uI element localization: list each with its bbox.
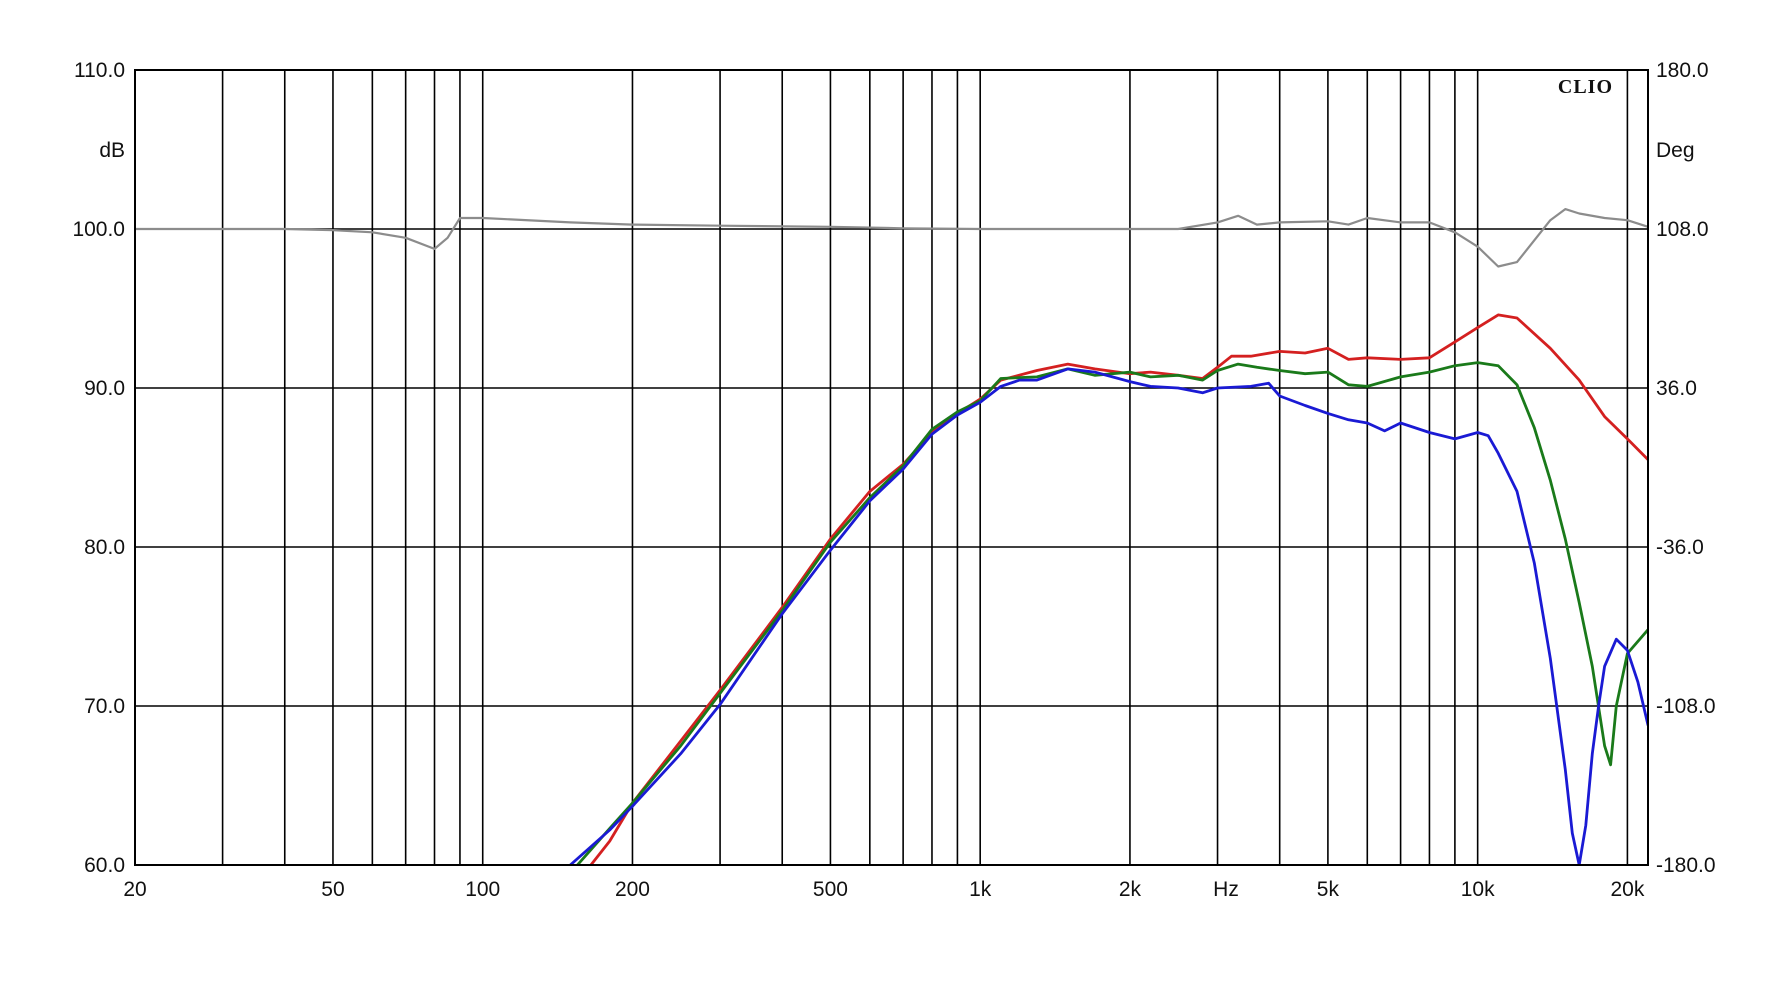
series-lines [135, 208, 1648, 865]
x-tick-label: 1k [969, 878, 992, 901]
y-tick-label: 80.0 [84, 536, 125, 559]
x-tick-label: 2k [1119, 878, 1142, 901]
y-tick-labels: 60.0 70.0 80.0 90.0 100.0 110.0 [72, 59, 125, 877]
y-tick-label: 100.0 [72, 218, 125, 241]
y2-tick-label: 36.0 [1656, 377, 1697, 400]
y-tick-label: 60.0 [84, 854, 125, 877]
y2-tick-label: -36.0 [1656, 536, 1704, 559]
y2-axis-unit: Deg [1656, 139, 1695, 162]
series-line [589, 313, 1648, 865]
x-tick-labels: 20 50 100 200 500 1k 2k 5k 10k 20k [123, 878, 1645, 901]
y2-tick-labels: -180.0 -108.0 -36.0 36.0 108.0 180.0 [1656, 59, 1716, 877]
y-tick-label: 70.0 [84, 695, 125, 718]
clio-brand-logo: CLIO [1558, 76, 1613, 98]
x-axis-unit: Hz [1213, 878, 1239, 901]
x-tick-label: 20k [1610, 878, 1644, 901]
x-tick-label: 10k [1461, 878, 1495, 901]
y2-tick-label: 108.0 [1656, 218, 1709, 241]
x-tick-label: 100 [465, 878, 500, 901]
series-line [135, 208, 1648, 268]
series-line [568, 367, 1648, 865]
y-tick-label: 90.0 [84, 377, 125, 400]
y2-tick-label: 180.0 [1656, 59, 1709, 82]
grid-lines [135, 69, 1648, 866]
x-tick-label: 20 [123, 878, 146, 901]
x-tick-label: 5k [1317, 878, 1340, 901]
y-tick-label: 110.0 [74, 59, 125, 82]
x-tick-label: 50 [321, 878, 344, 901]
x-tick-label: 200 [615, 878, 650, 901]
plot-frame [134, 69, 1649, 866]
y2-tick-label: -180.0 [1656, 854, 1716, 877]
x-tick-label: 500 [813, 878, 848, 901]
y2-tick-label: -108.0 [1656, 695, 1716, 718]
series-line [576, 361, 1648, 865]
y-axis-unit: dB [99, 139, 125, 162]
